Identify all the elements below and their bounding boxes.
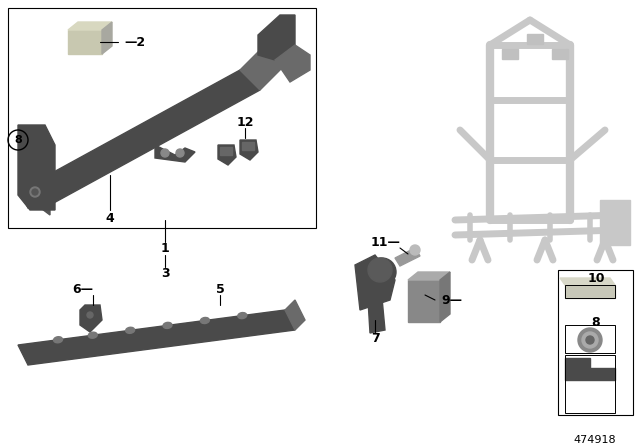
Polygon shape xyxy=(368,298,385,333)
Text: 8: 8 xyxy=(14,135,22,145)
Circle shape xyxy=(368,258,392,282)
Bar xyxy=(565,325,615,353)
Bar xyxy=(220,147,232,155)
Text: 1: 1 xyxy=(161,241,170,254)
Bar xyxy=(527,34,543,44)
Ellipse shape xyxy=(163,323,172,328)
Ellipse shape xyxy=(200,318,209,323)
Bar xyxy=(552,49,568,59)
Text: 3: 3 xyxy=(161,267,170,280)
Circle shape xyxy=(582,332,598,348)
Circle shape xyxy=(176,149,184,157)
Ellipse shape xyxy=(54,337,63,343)
Circle shape xyxy=(87,312,93,318)
Polygon shape xyxy=(18,310,295,365)
Circle shape xyxy=(586,336,594,344)
Text: 5: 5 xyxy=(216,283,225,296)
Bar xyxy=(68,30,102,54)
Circle shape xyxy=(161,149,169,157)
Text: 7: 7 xyxy=(371,332,380,345)
Polygon shape xyxy=(18,125,55,210)
Text: 8: 8 xyxy=(592,315,600,328)
Bar xyxy=(8,8,316,228)
Text: —2: —2 xyxy=(124,35,145,48)
Polygon shape xyxy=(408,272,450,280)
Bar xyxy=(600,200,630,245)
Polygon shape xyxy=(80,305,102,332)
Polygon shape xyxy=(258,15,295,60)
Polygon shape xyxy=(275,45,310,82)
Circle shape xyxy=(410,245,420,255)
Text: 4: 4 xyxy=(106,211,115,224)
Polygon shape xyxy=(440,272,450,322)
Polygon shape xyxy=(30,70,260,205)
Polygon shape xyxy=(218,145,236,165)
Bar xyxy=(558,270,633,415)
Polygon shape xyxy=(355,255,395,310)
Circle shape xyxy=(30,187,40,197)
Text: 6—: 6— xyxy=(72,283,93,296)
Polygon shape xyxy=(560,278,615,285)
Ellipse shape xyxy=(238,313,247,319)
Text: 9—: 9— xyxy=(441,293,462,306)
Bar xyxy=(565,355,615,413)
Bar xyxy=(565,285,615,298)
Text: 12: 12 xyxy=(236,116,253,129)
Bar xyxy=(242,142,254,150)
Polygon shape xyxy=(102,22,112,54)
Polygon shape xyxy=(240,140,258,160)
Polygon shape xyxy=(22,178,50,208)
Ellipse shape xyxy=(88,332,97,338)
Text: 11—: 11— xyxy=(370,236,400,249)
Text: 10: 10 xyxy=(588,271,605,284)
Polygon shape xyxy=(285,300,305,330)
Bar xyxy=(408,280,440,322)
Polygon shape xyxy=(565,285,615,298)
Polygon shape xyxy=(155,145,195,162)
Bar xyxy=(502,49,518,59)
Polygon shape xyxy=(240,40,290,90)
Polygon shape xyxy=(565,358,615,380)
Polygon shape xyxy=(30,140,50,215)
Circle shape xyxy=(578,328,602,352)
Polygon shape xyxy=(395,248,420,266)
Circle shape xyxy=(368,258,396,286)
Circle shape xyxy=(32,189,38,195)
Ellipse shape xyxy=(125,327,134,333)
Text: 474918: 474918 xyxy=(573,435,616,445)
Polygon shape xyxy=(68,22,112,30)
